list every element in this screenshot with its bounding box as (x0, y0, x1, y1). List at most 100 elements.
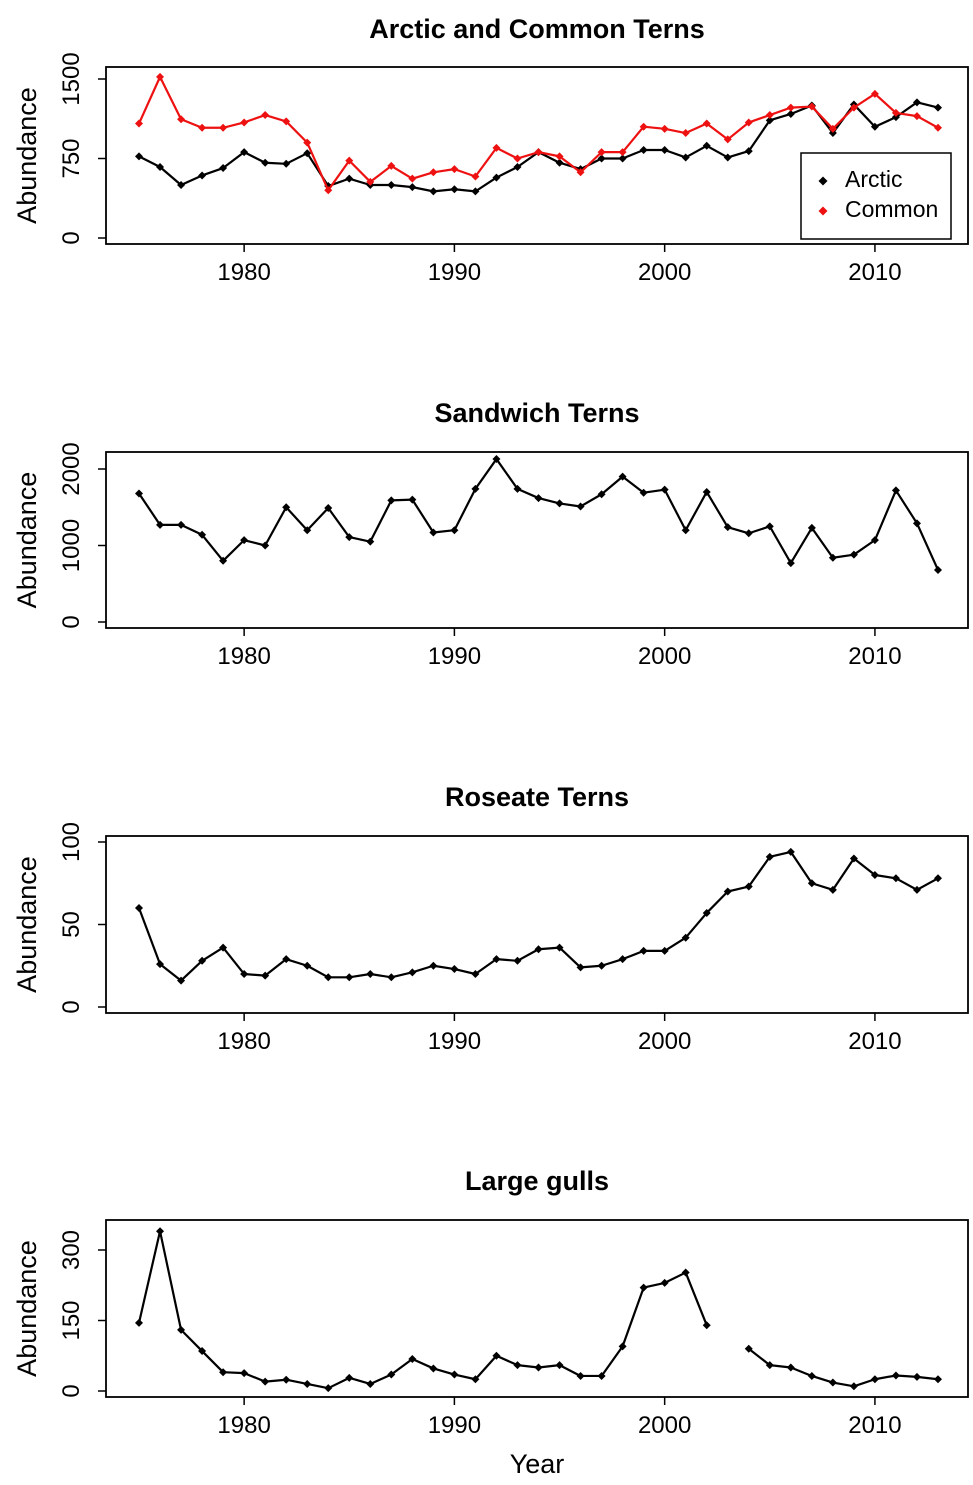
series-line (135, 847, 942, 985)
data-point (576, 963, 585, 972)
data-point (934, 103, 942, 112)
data-point (408, 174, 417, 183)
data-point (870, 1375, 879, 1384)
data-point (513, 162, 522, 171)
data-point (828, 885, 837, 894)
series-line (138, 457, 940, 571)
x-tick-label: 1990 (428, 1412, 481, 1439)
data-point (555, 152, 564, 161)
data-point (366, 970, 375, 978)
data-point (891, 874, 900, 883)
data-point (198, 530, 207, 539)
data-point (702, 119, 711, 128)
data-point (492, 143, 501, 152)
data-point (639, 488, 648, 497)
data-point (534, 494, 543, 503)
data-point (513, 484, 522, 493)
series-line (137, 1230, 708, 1390)
y-tick-label: 150 (58, 1300, 85, 1340)
data-point (156, 960, 165, 969)
data-point (513, 154, 522, 163)
data-point (534, 945, 543, 954)
data-point (303, 138, 312, 147)
y-tick-label: 50 (58, 911, 85, 938)
data-point (366, 1379, 375, 1388)
data-point (303, 961, 312, 970)
y-tick-label: 1500 (58, 52, 85, 105)
data-point (513, 1361, 522, 1370)
y-axis-label: Abundance (12, 1240, 42, 1377)
data-point (744, 118, 753, 127)
y-tick-label: 1000 (58, 519, 85, 572)
data-point (450, 526, 459, 535)
data-point (534, 1363, 543, 1372)
data-point (765, 1361, 774, 1370)
data-point (387, 1370, 396, 1379)
data-point (156, 1227, 165, 1236)
data-point (639, 146, 648, 155)
data-point (744, 1344, 753, 1353)
data-point (240, 1369, 249, 1378)
legend-label-common: Common (845, 196, 938, 222)
data-point (765, 111, 774, 120)
data-point (934, 874, 942, 883)
data-point (219, 556, 228, 565)
data-point (345, 1373, 354, 1382)
data-point (240, 148, 249, 157)
data-point (891, 486, 900, 495)
data-point (135, 489, 143, 498)
chart-panel: Sandwich Terns 1980 1990 2000 2010 0 1000 2000 A… (12, 398, 969, 670)
data-point (576, 168, 585, 177)
y-tick-label: 0 (58, 1384, 85, 1397)
data-point (555, 943, 564, 952)
data-point (934, 1375, 942, 1384)
data-point (471, 970, 480, 978)
data-point (387, 161, 396, 170)
data-point (408, 1355, 417, 1364)
plot-frame (105, 1219, 969, 1398)
y-tick-label: 0 (58, 1000, 85, 1013)
data-point (849, 1382, 858, 1391)
series-line (135, 455, 942, 574)
data-point (387, 181, 396, 189)
x-tick-label: 1990 (428, 1028, 481, 1055)
data-point (807, 1371, 816, 1380)
data-point (177, 976, 186, 985)
data-point (786, 109, 795, 118)
chart-title: Sandwich Terns (434, 398, 639, 428)
data-point (177, 520, 186, 529)
data-point (597, 154, 606, 163)
data-point (429, 961, 438, 970)
plot-frame (105, 66, 969, 245)
data-point (471, 187, 480, 196)
x-tick-label: 2000 (638, 1412, 691, 1439)
data-point (786, 559, 795, 568)
data-point (702, 141, 711, 150)
y-axis-label: Abundance (12, 856, 42, 993)
data-point (408, 183, 417, 192)
data-point (324, 504, 333, 513)
data-point (786, 1363, 795, 1372)
data-point (723, 887, 732, 896)
data-point (744, 147, 753, 156)
legend-label-arctic: Arctic (845, 166, 903, 192)
series-line (137, 850, 939, 982)
data-point (660, 946, 669, 955)
data-point (660, 1278, 669, 1287)
data-point (912, 112, 921, 121)
data-point (282, 159, 291, 168)
legend-marker-arctic (818, 176, 828, 186)
x-tick-label: 1980 (217, 643, 270, 670)
data-point (681, 1268, 690, 1277)
data-point (198, 1347, 207, 1356)
legend-box (800, 152, 952, 240)
data-point (765, 522, 774, 531)
data-point (765, 852, 774, 861)
data-point (219, 943, 228, 952)
data-point (345, 174, 354, 183)
data-point (618, 1342, 627, 1351)
data-point (912, 98, 921, 107)
data-point (324, 973, 333, 982)
data-point (555, 158, 564, 167)
